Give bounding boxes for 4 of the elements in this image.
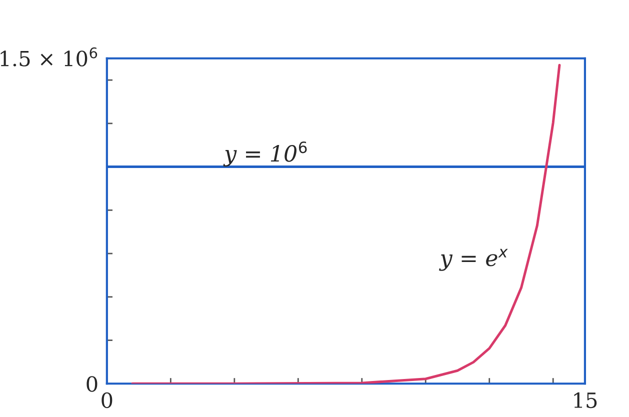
y-tick-label: 1.5 × 10$^{6}$ bbox=[0, 47, 98, 66]
x-tick-label: 15 bbox=[574, 392, 597, 408]
annotation: y = e$^{x}$ bbox=[438, 248, 508, 271]
annotation: y = 10$^{6}$ bbox=[223, 141, 307, 166]
